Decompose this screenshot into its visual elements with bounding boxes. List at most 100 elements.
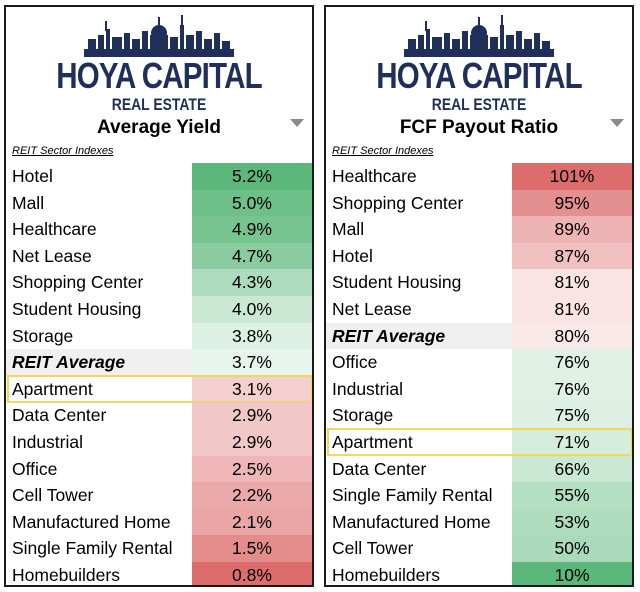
table-row: Industrial 76% [326, 375, 632, 403]
row-label: Hotel [332, 245, 373, 266]
payout-table: Healthcare 101% Shopping Center 95% Mall 89% H… [326, 163, 632, 585]
table-row: Storage 3.8% [6, 322, 312, 350]
table-row: Cell Tower 2.2% [6, 482, 312, 509]
table-row: Healthcare 4.9% [6, 216, 312, 243]
average-yield-panel: HOYA CAPITAL REAL ESTATE Average Yield R… [4, 5, 314, 587]
table-row: Storage 75% [326, 402, 632, 429]
row-label: Student Housing [12, 298, 142, 319]
skyline-icon [404, 15, 554, 57]
table-row: Manufactured Home 53% [326, 508, 632, 536]
skyline-icon [84, 15, 234, 57]
table-row: Data Center 2.9% [6, 402, 312, 429]
table-row: Single Family Rental 55% [326, 482, 632, 509]
row-value: 81% [512, 295, 632, 323]
row-value: 2.2% [192, 482, 312, 509]
table-row: Homebuilders 0.8% [6, 561, 312, 585]
row-label: Shopping Center [332, 192, 464, 213]
row-label: Manufactured Home [12, 511, 171, 532]
chevron-down-icon[interactable] [290, 119, 304, 127]
row-label: Industrial [12, 431, 84, 452]
table-row: Student Housing 81% [326, 269, 632, 296]
row-value: 50% [512, 535, 632, 562]
panel-subtitle: REIT Sector Indexes [332, 145, 434, 157]
row-value: 5.0% [192, 189, 312, 217]
table-row: Apartment 71% [326, 428, 632, 456]
row-value: 1.5% [192, 535, 312, 562]
panel-title: FCF Payout Ratio [399, 117, 559, 138]
table-row: Data Center 66% [326, 455, 632, 483]
row-value: 101% [512, 163, 632, 190]
row-label: Single Family Rental [12, 538, 173, 559]
row-label: Homebuilders [332, 564, 440, 585]
row-label: Homebuilders [12, 564, 120, 585]
table-row: Single Family Rental 1.5% [6, 535, 312, 562]
fcf-payout-panel: HOYA CAPITAL REAL ESTATE FCF Payout Rati… [324, 5, 634, 587]
row-value: 3.8% [192, 322, 312, 350]
row-label: Data Center [12, 405, 107, 426]
table-row: REIT Average 80% [326, 322, 632, 350]
row-label: Manufactured Home [332, 511, 491, 532]
table-row: Industrial 2.9% [6, 428, 312, 456]
hoya-capital-logo: HOYA CAPITAL REAL ESTATE [326, 11, 632, 117]
table-row: Hotel 87% [326, 242, 632, 270]
table-row: Shopping Center 4.3% [6, 269, 312, 296]
row-label: Office [332, 352, 378, 373]
row-label: Healthcare [12, 219, 97, 240]
row-value: 76% [512, 349, 632, 376]
row-label: Apartment [12, 378, 93, 399]
row-value: 95% [512, 189, 632, 217]
row-value: 5.2% [192, 163, 312, 190]
row-label: Storage [332, 405, 394, 426]
row-label: Storage [12, 325, 74, 346]
row-value: 75% [512, 402, 632, 429]
row-value: 3.7% [192, 349, 312, 376]
row-label: Data Center [332, 458, 427, 479]
table-row: Net Lease 81% [326, 295, 632, 323]
row-label: Shopping Center [12, 272, 144, 293]
row-value: 4.7% [192, 242, 312, 270]
table-row: Mall 5.0% [6, 189, 312, 217]
row-label: Net Lease [12, 245, 92, 266]
row-label: Mall [332, 219, 365, 240]
row-value: 89% [512, 216, 632, 243]
row-value: 2.5% [192, 455, 312, 483]
row-label: Cell Tower [12, 485, 94, 506]
hoya-capital-logo: HOYA CAPITAL REAL ESTATE [6, 11, 312, 117]
table-row: Manufactured Home 2.1% [6, 508, 312, 536]
row-label: REIT Average [12, 352, 126, 373]
table-row: Office 2.5% [6, 455, 312, 483]
row-value: 4.9% [192, 216, 312, 243]
row-label: Industrial [332, 378, 404, 399]
row-label: Student Housing [332, 272, 462, 293]
row-value: 2.9% [192, 402, 312, 429]
brand-tagline: REAL ESTATE [431, 95, 527, 114]
brand-name: HOYA CAPITAL [376, 55, 582, 96]
row-value: 10% [512, 561, 632, 585]
row-value: 4.3% [192, 269, 312, 296]
row-label: Apartment [332, 431, 413, 452]
row-label: Net Lease [332, 298, 412, 319]
panel-subtitle: REIT Sector Indexes [12, 145, 114, 157]
row-value: 80% [512, 322, 632, 350]
table-row: Homebuilders 10% [326, 561, 632, 585]
table-row: Apartment 3.1% [6, 375, 312, 403]
row-value: 0.8% [192, 561, 312, 585]
row-value: 55% [512, 482, 632, 509]
row-value: 81% [512, 269, 632, 296]
row-label: Healthcare [332, 166, 417, 186]
yield-table: Hotel 5.2% Mall 5.0% Healthcare 4.9% Net Lease… [6, 163, 312, 585]
table-row: Net Lease 4.7% [6, 242, 312, 270]
row-label: Cell Tower [332, 538, 414, 559]
row-value: 66% [512, 455, 632, 483]
row-value: 4.0% [192, 295, 312, 323]
row-value: 2.9% [192, 428, 312, 456]
row-value: 2.1% [192, 508, 312, 536]
row-label: Hotel [12, 166, 53, 186]
table-row: Shopping Center 95% [326, 189, 632, 217]
table-row: REIT Average 3.7% [6, 349, 312, 376]
row-value: 53% [512, 508, 632, 536]
brand-name: HOYA CAPITAL [56, 55, 262, 96]
row-label: Mall [12, 192, 45, 213]
brand-tagline: REAL ESTATE [111, 95, 207, 114]
chevron-down-icon[interactable] [610, 119, 624, 127]
